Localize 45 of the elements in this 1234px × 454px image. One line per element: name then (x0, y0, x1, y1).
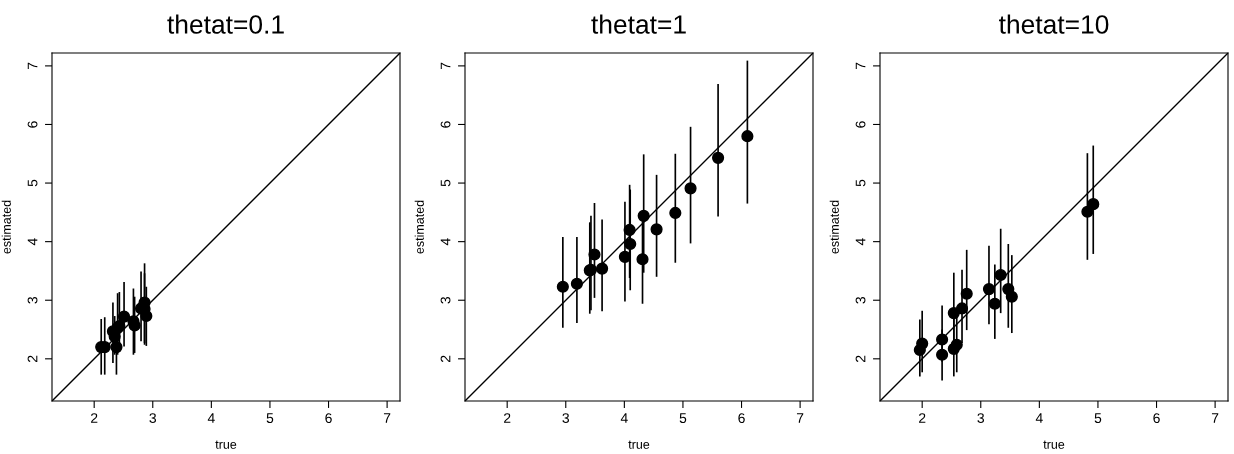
y-tick-label: 3 (855, 296, 866, 304)
x-tick-label: 4 (620, 413, 628, 423)
y-tick-label: 6 (855, 121, 866, 128)
x-tick-label: 4 (207, 413, 215, 423)
x-tick-label: 7 (796, 413, 804, 423)
y-axis-title: estimated (1, 200, 11, 254)
y-tick-label: 4 (440, 238, 451, 246)
y-axis-title: estimated (829, 200, 839, 254)
chart-title: thetat=10 (999, 14, 1109, 34)
x-tick-label: 7 (383, 413, 391, 423)
chart-title: thetat=0.1 (167, 14, 284, 34)
x-axis-title: true (215, 440, 237, 449)
y-tick-label: 4 (855, 238, 866, 246)
x-tick-label: 5 (1094, 413, 1102, 424)
x-tick-label: 7 (1211, 413, 1219, 423)
y-tick-label: 3 (27, 296, 38, 304)
y-tick-label: 3 (440, 296, 451, 304)
y-tick-label: 2 (27, 355, 38, 362)
y-tick-label: 6 (27, 121, 38, 128)
x-tick-label: 5 (679, 413, 687, 424)
x-axis-title: true (1043, 440, 1065, 449)
y-tick-label: 7 (855, 62, 866, 70)
y-tick-label: 6 (440, 121, 451, 128)
x-tick-label: 2 (504, 413, 511, 423)
y-tick-label: 5 (27, 179, 38, 187)
y-tick-label: 7 (27, 62, 38, 70)
x-tick-label: 2 (919, 413, 926, 423)
x-tick-label: 3 (149, 413, 157, 424)
x-tick-label: 6 (325, 413, 332, 424)
x-tick-label: 6 (1153, 413, 1160, 424)
x-axis-title: true (628, 440, 650, 449)
x-tick-label: 3 (977, 413, 985, 424)
x-tick-label: 5 (266, 413, 274, 424)
y-tick-label: 5 (440, 179, 451, 187)
y-tick-label: 2 (440, 355, 451, 362)
y-axis-title: estimated (414, 200, 424, 254)
x-tick-label: 6 (738, 413, 745, 424)
y-tick-label: 2 (855, 355, 866, 362)
chart-title: thetat=1 (591, 14, 686, 34)
y-tick-label: 5 (855, 179, 866, 187)
x-tick-label: 3 (562, 413, 570, 424)
x-tick-label: 4 (1035, 413, 1043, 423)
y-tick-label: 4 (27, 238, 38, 246)
y-tick-label: 7 (440, 62, 451, 70)
x-tick-label: 2 (91, 413, 98, 423)
